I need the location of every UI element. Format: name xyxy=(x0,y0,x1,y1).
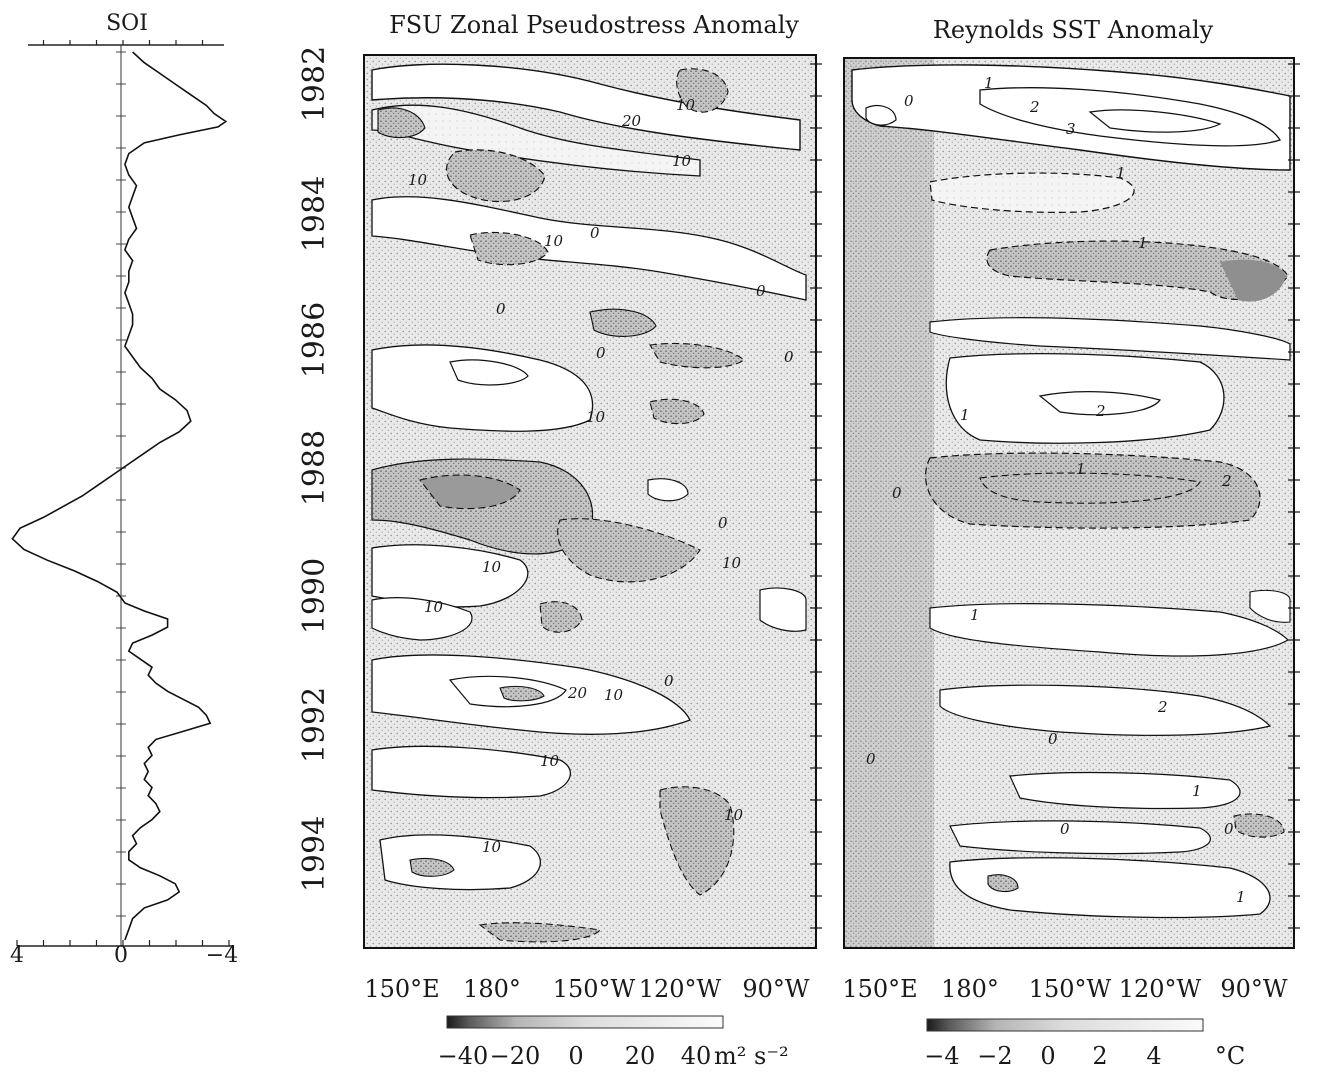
sst-colorbar-tick: −2 xyxy=(977,1042,1012,1070)
year-label-1988: 1988 xyxy=(297,430,332,506)
soi-tick-label-0: 0 xyxy=(114,943,128,968)
sst-contour-label: 0 xyxy=(866,750,876,768)
sst-contour-label: 0 xyxy=(904,92,914,110)
fsu-contour-labels: 10 20 10 10 10 0 0 0 0 0 10 0 10 10 10 2… xyxy=(408,96,794,856)
fsu-x-tick-label: 180° xyxy=(463,975,521,1003)
fsu-contour-label: 0 xyxy=(590,224,600,242)
sst-contour-label: 1 xyxy=(1076,460,1086,478)
sst-plot-frame xyxy=(843,57,1295,949)
fsu-panel: FSU Zonal Pseudostress Anomaly xyxy=(363,11,822,1070)
sst-contour-label: 1 xyxy=(1116,164,1126,182)
sst-contour-label: 0 xyxy=(1224,820,1234,838)
sst-contour-label: 0 xyxy=(892,484,902,502)
sst-colorbar-unit: °C xyxy=(1215,1042,1245,1070)
fsu-x-tick-label: 150°W xyxy=(553,975,636,1003)
year-label-1994: 1994 xyxy=(297,816,332,892)
sst-colorbar-tick: 0 xyxy=(1040,1042,1055,1070)
sst-contour-label: 0 xyxy=(1048,730,1058,748)
sst-contour-label: 2 xyxy=(1029,98,1040,116)
sst-contour-label: 2 xyxy=(1221,472,1232,490)
fsu-contour-label: 10 xyxy=(482,838,502,856)
fsu-contour-label: 10 xyxy=(544,232,564,250)
year-label-1984: 1984 xyxy=(297,176,332,252)
fsu-contour-label: 0 xyxy=(784,348,794,366)
sst-contour-label: 1 xyxy=(1236,888,1246,906)
sst-x-tick-label: 180° xyxy=(941,975,999,1003)
fsu-contour-label: 10 xyxy=(724,806,744,824)
fsu-contour-label: 0 xyxy=(596,344,606,362)
fsu-contour-label: 0 xyxy=(664,672,674,690)
sst-panel: Reynolds SST Anomaly xyxy=(842,16,1300,1070)
sst-colorbar-tick: 2 xyxy=(1092,1042,1107,1070)
sst-contour-label: 3 xyxy=(1066,120,1076,138)
fsu-contour-label: 0 xyxy=(718,514,728,532)
fsu-contour-label: 20 xyxy=(567,684,588,702)
fsu-contour-label: 10 xyxy=(408,171,428,189)
sst-contour-label: 2 xyxy=(1095,402,1106,420)
year-label-1992: 1992 xyxy=(297,687,332,763)
year-label-1990: 1990 xyxy=(297,558,332,634)
fsu-x-tick-label: 120°W xyxy=(639,975,722,1003)
fsu-x-axis: 150°E 180° 150°W 120°W 90°W xyxy=(364,975,810,1003)
sst-x-tick-label: 120°W xyxy=(1119,975,1202,1003)
fsu-x-tick-label: 90°W xyxy=(742,975,810,1003)
fsu-colorbar-tick: 0 xyxy=(568,1042,583,1070)
sst-contour-labels: 1 0 2 3 1 1 1 2 1 0 2 1 2 0 0 1 0 0 1 xyxy=(866,74,1246,906)
fsu-contour-label: 0 xyxy=(496,300,506,318)
sst-x-axis: 150°E 180° 150°W 120°W 90°W xyxy=(842,975,1288,1003)
fsu-field xyxy=(371,63,807,943)
soi-tick-marks xyxy=(16,40,230,946)
sst-x-tick-label: 150°E xyxy=(842,975,917,1003)
fsu-contour-label: 10 xyxy=(722,554,742,572)
soi-tick-label-neg4: −4 xyxy=(206,943,238,968)
fsu-colorbar-tick: −20 xyxy=(490,1042,541,1070)
fsu-colorbar-tick: 20 xyxy=(625,1042,656,1070)
fsu-contour-label: 10 xyxy=(586,408,606,426)
sst-colorbar-tick: −4 xyxy=(924,1042,959,1070)
sst-contour-label: 1 xyxy=(1192,782,1202,800)
sst-contour-label: 0 xyxy=(1060,820,1070,838)
sst-colorbar: −4 −2 0 2 4 °C xyxy=(924,1018,1245,1070)
fsu-title: FSU Zonal Pseudostress Anomaly xyxy=(389,11,799,39)
fsu-contour-label: 10 xyxy=(540,752,560,770)
fsu-colorbar-ramp xyxy=(446,1015,724,1029)
soi-series-line xyxy=(11,51,228,941)
fsu-y-tick-marks xyxy=(810,63,822,929)
fsu-colorbar-tick: 40 xyxy=(681,1042,712,1070)
sst-y-tick-marks xyxy=(1288,63,1300,929)
sst-title: Reynolds SST Anomaly xyxy=(933,16,1214,44)
fsu-contour-label: 10 xyxy=(482,558,502,576)
soi-title: SOI xyxy=(106,11,148,36)
sst-x-tick-label: 150°W xyxy=(1029,975,1112,1003)
fsu-x-tick-label: 150°E xyxy=(364,975,439,1003)
fsu-colorbar-unit: m² s⁻² xyxy=(714,1042,789,1070)
fsu-contour-label: 0 xyxy=(756,282,766,300)
fsu-contour-label: 10 xyxy=(672,152,692,170)
fsu-contour-label: 10 xyxy=(676,96,696,114)
sst-colorbar-ramp xyxy=(926,1018,1204,1032)
sst-contour-label: 1 xyxy=(970,606,980,624)
fsu-contour-label: 20 xyxy=(621,112,642,130)
fsu-contour-label: 10 xyxy=(424,598,444,616)
fsu-plot-frame xyxy=(363,54,817,949)
sst-contour-label: 2 xyxy=(1157,698,1168,716)
sst-contour-label: 1 xyxy=(984,74,994,92)
soi-panel: SOI 4 0 −4 xyxy=(10,11,238,968)
sst-x-tick-label: 90°W xyxy=(1220,975,1288,1003)
sst-contour-label: 1 xyxy=(960,406,970,424)
sst-colorbar-tick: 4 xyxy=(1146,1042,1161,1070)
sst-contour-label: 1 xyxy=(1138,234,1148,252)
soi-tick-label-4: 4 xyxy=(10,943,24,968)
year-label-1982: 1982 xyxy=(297,46,332,122)
fsu-colorbar: −40 −20 0 20 40 m² s⁻² xyxy=(438,1015,789,1070)
year-label-1986: 1986 xyxy=(297,302,332,378)
year-axis: 1982 1984 1986 1988 1990 1992 1994 xyxy=(297,46,332,892)
fsu-colorbar-tick: −40 xyxy=(438,1042,489,1070)
sst-field xyxy=(844,58,1291,948)
fsu-contour-label: 10 xyxy=(604,686,624,704)
